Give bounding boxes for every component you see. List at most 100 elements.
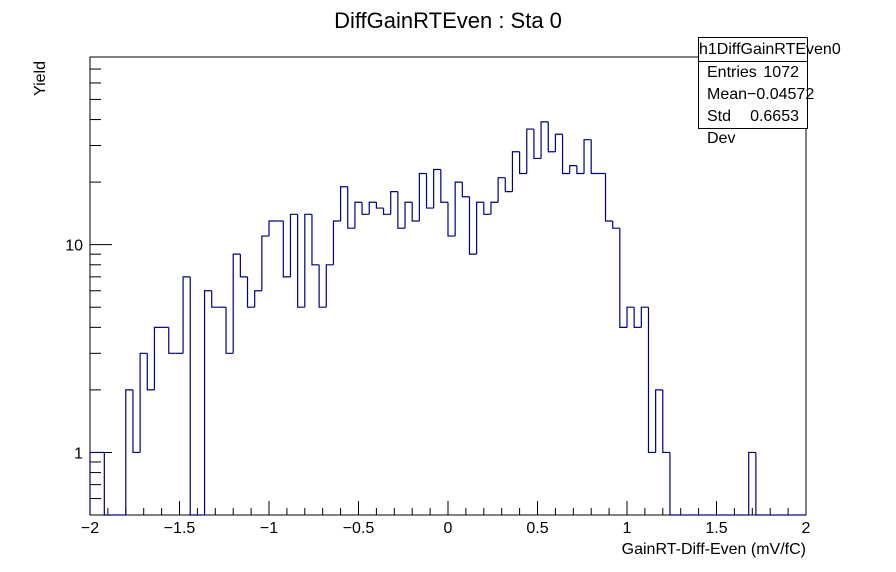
histogram-bin (755, 452, 764, 516)
histogram-bin (633, 307, 642, 328)
stats-row-entries: Entries 1072 (699, 62, 807, 84)
histogram-bin (268, 220, 277, 237)
histogram-bin (318, 264, 327, 308)
histogram-bin (239, 254, 248, 278)
stats-box: h1DiffGainRTEven0 Entries 1072 Mean −0.0… (698, 37, 841, 147)
histogram-bin (103, 452, 112, 516)
histogram-bin (153, 326, 162, 390)
x-tick-label: 1.5 (705, 520, 727, 537)
histogram-bin (189, 276, 198, 516)
histogram-bin (640, 306, 649, 328)
axis-ticks: −2 −1.5 −1 −0.5 0 0.5 1 1.5 2 1 10 (65, 56, 811, 537)
histogram-bin (289, 213, 298, 277)
histogram-bin (447, 202, 456, 237)
stats-row-stddev: Std Dev 0.6653 (699, 106, 807, 147)
histogram-bin (89, 451, 98, 515)
x-tick-label: −1 (260, 520, 278, 537)
histogram-bin (203, 290, 212, 515)
histogram-bin (232, 253, 241, 354)
x-tick-label: 2 (802, 520, 811, 537)
stats-box-title: h1DiffGainRTEven0 (699, 38, 841, 62)
histogram-bin (354, 201, 363, 229)
histogram-bin (139, 352, 148, 453)
histogram-bin (368, 201, 377, 215)
histogram-bin (397, 191, 406, 229)
histogram-bin (261, 235, 269, 291)
histogram-bin (304, 213, 312, 308)
x-axis-label: GainRT-Diff-Even (mV/fC) (622, 541, 806, 558)
histogram-bin (669, 452, 678, 516)
histogram-bin (655, 389, 663, 453)
histogram-bin (225, 307, 234, 354)
histogram-bin (476, 201, 484, 255)
x-tick-label: 0 (444, 520, 453, 537)
x-tick-label: −1.5 (164, 520, 196, 537)
histogram-bin (662, 389, 670, 454)
histogram-bin (483, 202, 491, 215)
histogram-bin (461, 182, 470, 198)
stats-label: Mean (707, 86, 748, 103)
histogram-bin (182, 276, 191, 354)
stats-label: Entries (707, 64, 757, 81)
histogram-bin (604, 173, 613, 222)
y-axis-label: Yield (32, 61, 49, 96)
histogram-bin (382, 208, 391, 215)
histogram-bin (211, 290, 219, 308)
histogram-bin (125, 389, 133, 515)
stats-value: −0.04572 (747, 86, 815, 103)
histogram-bin (748, 451, 756, 515)
histogram-bin (468, 196, 477, 255)
histogram-series (89, 121, 806, 516)
histogram-bin (132, 389, 141, 454)
chart-title: DiffGainRTEven : Sta 0 (334, 8, 562, 33)
histogram-bin (561, 134, 570, 175)
histogram-bin (569, 165, 577, 174)
histogram-bin (325, 264, 334, 308)
histogram-bin (533, 129, 542, 160)
histogram-bin (390, 191, 398, 215)
histogram-bin (425, 173, 434, 209)
histogram-bin (340, 186, 348, 221)
histogram-bin (547, 121, 556, 153)
histogram-bin (411, 202, 420, 222)
stats-label: Std Dev (707, 108, 736, 147)
histogram-bin (454, 181, 463, 237)
x-tick-label: −2 (81, 520, 99, 537)
stats-row-mean: Mean −0.04572 (699, 84, 814, 106)
histogram-bin (418, 172, 427, 221)
histogram-bin (612, 220, 620, 229)
histogram-bin (554, 133, 563, 152)
histogram-bin (519, 151, 527, 175)
x-tick-label: 1 (623, 520, 632, 537)
histogram-bin (433, 168, 441, 209)
stats-value: 1072 (763, 64, 799, 81)
histogram-bin (282, 220, 291, 278)
histogram-bin (297, 214, 305, 308)
histogram-bin (540, 121, 549, 159)
y-tick-label: 1 (74, 445, 83, 462)
histogram-bin (146, 353, 155, 391)
histogram-bin (246, 276, 255, 308)
histogram-bin (361, 202, 370, 215)
histogram-bin (490, 201, 499, 215)
histogram-bin (504, 177, 513, 193)
histogram-bin (254, 290, 262, 308)
x-tick-label: 0.5 (526, 520, 548, 537)
histogram-bin (440, 169, 448, 203)
histogram-bin (576, 165, 585, 175)
histogram-bin (647, 307, 656, 454)
histogram-bin (404, 201, 413, 229)
histogram-bin (619, 228, 627, 328)
stats-value: 0.6653 (750, 108, 799, 125)
histogram-bin (332, 220, 341, 265)
histogram-bin (497, 177, 506, 203)
histogram-bin (375, 202, 384, 209)
histogram-bin (590, 139, 599, 175)
histogram-bin (526, 128, 534, 174)
histogram-bin (583, 139, 592, 174)
histogram-bin (311, 214, 320, 266)
y-tick-label: 10 (65, 238, 83, 255)
histogram-bin (347, 186, 355, 229)
histogram-bin (168, 327, 176, 354)
